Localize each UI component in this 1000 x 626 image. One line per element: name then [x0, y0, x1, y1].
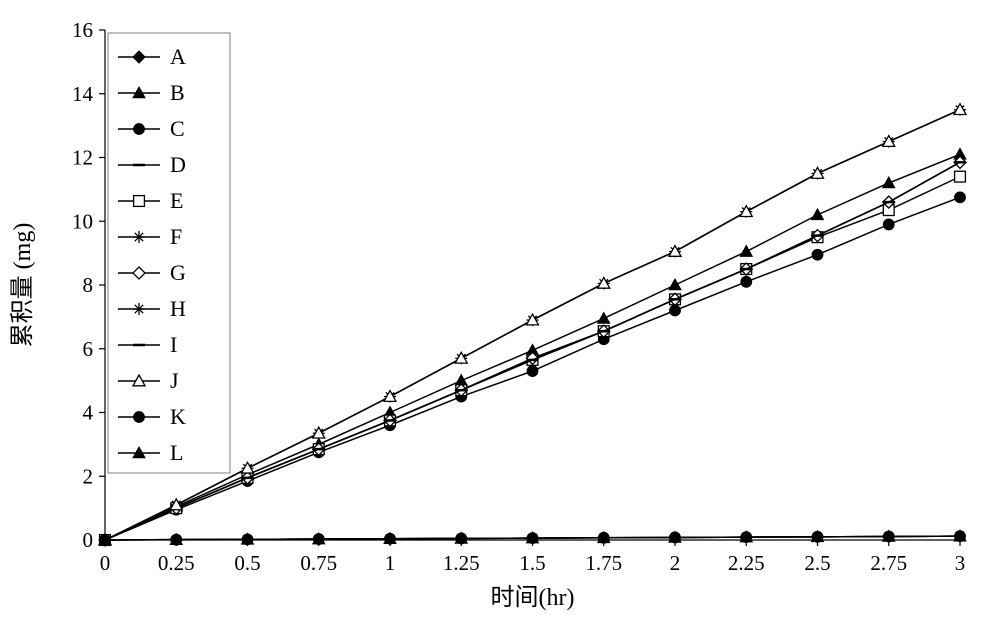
- legend-label: C: [170, 116, 185, 141]
- x-tick-label: 3: [955, 551, 966, 575]
- legend-item-B: B: [118, 80, 185, 105]
- y-axis-title: 累积量 (mg): [9, 223, 36, 348]
- x-tick-label: 2.5: [804, 551, 830, 575]
- x-tick-label: 0: [100, 551, 111, 575]
- legend-label: L: [170, 440, 183, 465]
- series-C: [100, 192, 966, 545]
- legend-label: B: [170, 80, 185, 105]
- x-tick-label: 0.5: [234, 551, 260, 575]
- legend-item-D: D: [118, 152, 186, 177]
- x-tick-label: 0.75: [300, 551, 337, 575]
- x-tick-label: 0.25: [158, 551, 195, 575]
- y-tick-label: 0: [83, 528, 94, 552]
- legend-item-A: A: [118, 44, 186, 69]
- y-tick-label: 10: [72, 209, 93, 233]
- y-tick-label: 8: [83, 273, 94, 297]
- legend-label: A: [170, 44, 186, 69]
- x-tick-label: 1.75: [585, 551, 622, 575]
- x-tick-label: 2.25: [728, 551, 765, 575]
- legend-item-C: C: [118, 116, 185, 141]
- x-tick-label: 1: [385, 551, 396, 575]
- legend-item-I: I: [118, 332, 177, 357]
- legend-item-J: J: [118, 368, 179, 393]
- legend-label: J: [170, 368, 179, 393]
- legend-box: [108, 33, 230, 473]
- legend-item-K: K: [118, 404, 186, 429]
- legend-item-H: H: [118, 296, 186, 321]
- x-tick-label: 2.75: [870, 551, 907, 575]
- y-tick-label: 12: [72, 146, 93, 170]
- legend-item-L: L: [118, 440, 183, 465]
- legend-label: G: [170, 260, 186, 285]
- x-axis-title: 时间(hr): [491, 584, 575, 611]
- y-tick-label: 6: [83, 337, 94, 361]
- line-chart: 0 2 4 6 8 10 12 14 16 0 0.25 0.5 0.75 1 1.25 1.5 1.75 2 2.…: [0, 0, 1000, 626]
- x-tick-label: 1.5: [519, 551, 545, 575]
- legend-label: E: [170, 188, 183, 213]
- y-tick-label: 16: [72, 18, 93, 42]
- y-tick-label: 2: [83, 464, 94, 488]
- legend-item-G: G: [118, 260, 186, 285]
- series-J: [99, 104, 966, 545]
- legend-item-F: F: [118, 224, 182, 249]
- legend-label: F: [170, 224, 182, 249]
- x-tick-label: 2: [670, 551, 681, 575]
- x-tick-label: 1.25: [443, 551, 480, 575]
- legend-label: K: [170, 404, 186, 429]
- legend-label: D: [170, 152, 186, 177]
- y-tick-label: 14: [72, 82, 94, 106]
- y-tick-label: 4: [83, 401, 94, 425]
- legend-label: H: [170, 296, 186, 321]
- legend-item-E: E: [118, 188, 183, 213]
- series-L: [99, 530, 966, 545]
- legend-label: I: [170, 332, 177, 357]
